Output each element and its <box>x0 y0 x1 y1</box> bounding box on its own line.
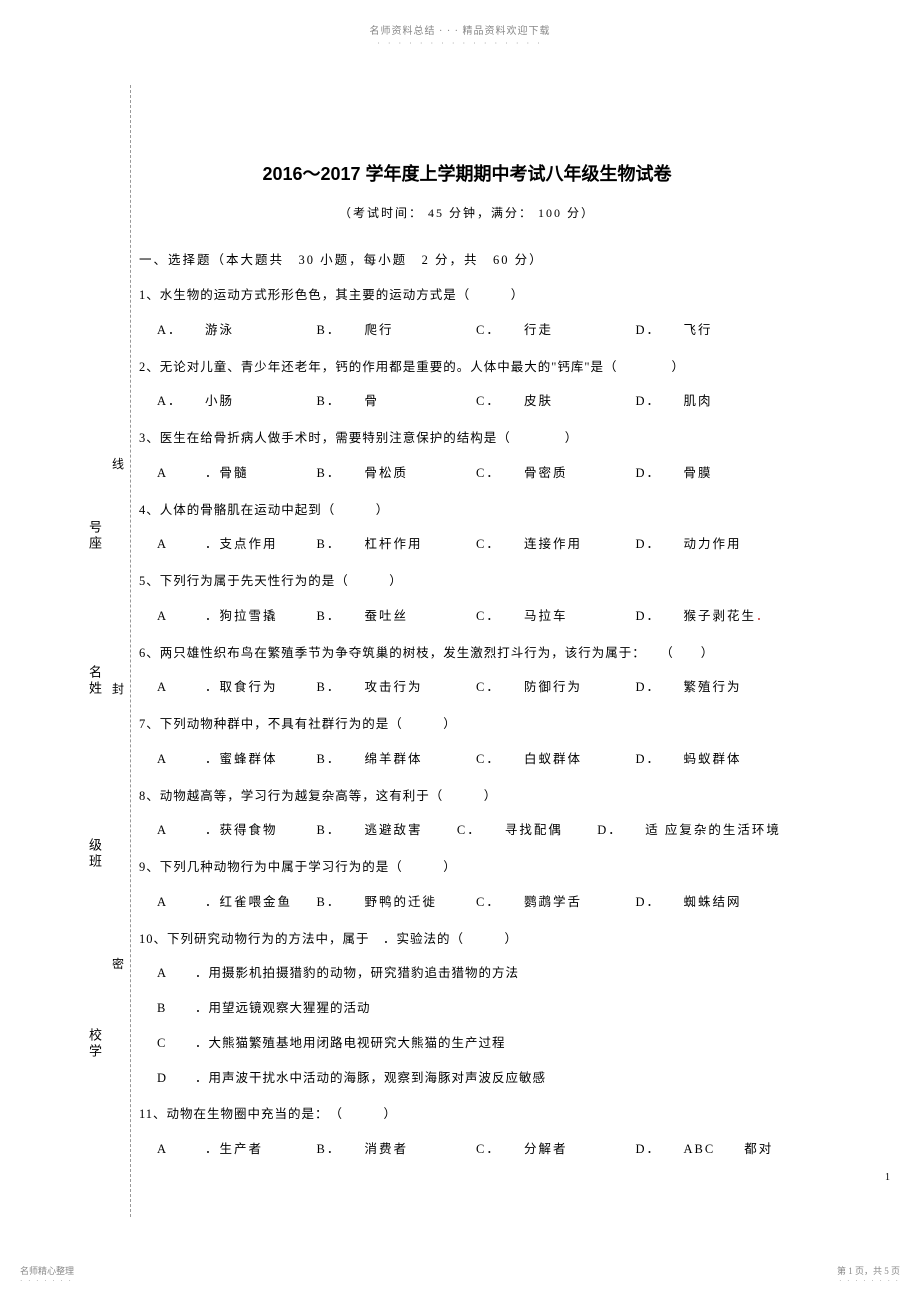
question-9: 9、下列几种动物行为中属于学习行为的是（ ） A ．红雀喂金鱼 B．野鸭的迁徙 … <box>139 858 795 912</box>
side-marker-line: 线 <box>112 455 124 472</box>
opt-a: ．支点作用 <box>205 537 278 551</box>
question-6: 6、两只雄性织布鸟在繁殖季节为争夺筑巢的树枝，发生激烈打斗行为，该行为属于： （… <box>139 644 795 698</box>
opt-a: ．狗拉雪撬 <box>205 609 278 623</box>
q-text: 、下列几种动物行为中属于学习行为的是（ ） <box>146 860 457 874</box>
opt-c: 鹦鹉学舌 <box>524 895 582 909</box>
opt-d: 蜘蛛结网 <box>684 895 742 909</box>
opt-d: ．用声波干扰水中活动的海豚，观察到海豚对声波反应敏感 <box>195 1071 546 1085</box>
question-2: 2、无论对儿童、青少年还老年，钙的作用都是重要的。人体中最大的"钙库"是（ ） … <box>139 358 795 412</box>
question-1: 1、水生物的运动方式形形色色，其主要的运动方式是（ ） A．游泳 B．爬行 C．… <box>139 286 795 340</box>
q-text: 、水生物的运动方式形形色色，其主要的运动方式是（ ） <box>146 288 524 302</box>
opt-a: ．生产者 <box>205 1142 263 1156</box>
q-text: 、下列研究动物行为的方法中，属于 ．实验法的（ ） <box>154 932 519 946</box>
footer-left-text: 名师精心整理 <box>20 1264 74 1277</box>
exam-info: （考试时间： 45 分钟，满分： 100 分） <box>139 204 795 221</box>
opt-b: 攻击行为 <box>365 680 423 694</box>
side-label-name: 名姓 <box>85 665 104 697</box>
q-text: 、下列行为属于先天性行为的是（ ） <box>146 574 403 588</box>
opt-b: 逃避敌害 <box>365 823 423 837</box>
question-10: 10、下列研究动物行为的方法中，属于 ．实验法的（ ） A ．用摄影机拍摄猎豹的… <box>139 930 795 1088</box>
side-labels: 号座 名姓 级班 校学 <box>85 0 105 1303</box>
opt-d: ABC 都对 <box>684 1142 774 1156</box>
opt-d-label: D． <box>636 1140 674 1159</box>
opt-a: ．取食行为 <box>205 680 278 694</box>
footer-right: 第 1 页，共 5 页 · · · · · · · · <box>837 1264 900 1285</box>
page-number: 1 <box>885 1172 890 1183</box>
footer-left: 名师精心整理 · · · · · · · <box>20 1264 74 1285</box>
q-num: 11 <box>139 1107 153 1121</box>
side-label-seat: 号座 <box>85 520 104 552</box>
opt-d-dot: ． <box>756 609 771 623</box>
exam-title: 2016～2017 学年度上学期期中考试八年级生物试卷 <box>139 160 795 186</box>
opt-d: 猴子剥花生 <box>684 609 757 623</box>
opt-b: 绵羊群体 <box>365 752 423 766</box>
opt-a: ．用摄影机拍摄猎豹的动物，研究猎豹追击猎物的方法 <box>195 966 519 980</box>
opt-c: 寻找配偶 <box>505 823 563 837</box>
opt-a: ．骨髓 <box>205 466 249 480</box>
q-text: 、动物越高等，学习行为越复杂高等，这有利于（ ） <box>146 789 497 803</box>
opt-c: 行走 <box>524 323 553 337</box>
opt-d: 繁殖行为 <box>684 680 742 694</box>
opt-c: 分解者 <box>524 1142 568 1156</box>
opt-d: 适 应复杂的生活环境 <box>645 823 781 837</box>
question-11: 11、动物在生物圈中充当的是： （ ） A ．生产者 B．消费者 C．分解者 D… <box>139 1105 795 1159</box>
opt-b: ．用望远镜观察大猩猩的活动 <box>195 1001 371 1015</box>
opt-d: 骨膜 <box>684 466 713 480</box>
opt-c: 皮肤 <box>524 394 553 408</box>
opt-b: 野鸭的迁徙 <box>365 895 438 909</box>
side-label-school: 校学 <box>85 1028 104 1060</box>
opt-d: 肌肉 <box>684 394 713 408</box>
opt-b: 爬行 <box>365 323 394 337</box>
q-num: 10 <box>139 932 154 946</box>
page-border: 2016～2017 学年度上学期期中考试八年级生物试卷 （考试时间： 45 分钟… <box>130 85 810 1217</box>
question-8: 8、动物越高等，学习行为越复杂高等，这有利于（ ） A ．获得食物 B．逃避敌害… <box>139 787 795 841</box>
q-text: 、人体的骨骼肌在运动中起到（ ） <box>146 503 389 517</box>
question-5: 5、下列行为属于先天性行为的是（ ） A．狗拉雪撬 B．蚕吐丝 C．马拉车 D．… <box>139 572 795 626</box>
opt-a: ．红雀喂金鱼 <box>205 895 292 909</box>
opt-c: 马拉车 <box>524 609 568 623</box>
footer-right-dots: · · · · · · · · <box>837 1277 900 1285</box>
content-area: 2016～2017 学年度上学期期中考试八年级生物试卷 （考试时间： 45 分钟… <box>131 85 810 1217</box>
header-watermark: 名师资料总结 · · · 精品资料欢迎下载 <box>0 0 920 37</box>
opt-d: 飞行 <box>684 323 713 337</box>
question-4: 4、人体的骨骼肌在运动中起到（ ） A ．支点作用 B．杠杆作用 C．连接作用 … <box>139 501 795 555</box>
footer-right-text: 第 1 页，共 5 页 <box>837 1264 900 1277</box>
side-marker-seal: 封 <box>112 680 124 697</box>
opt-b: 杠杆作用 <box>365 537 423 551</box>
opt-b: 蚕吐丝 <box>365 609 409 623</box>
q-text: 、两只雄性织布鸟在繁殖季节为争夺筑巢的树枝，发生激烈打斗行为，该行为属于： （ … <box>146 646 714 660</box>
opt-a: ．获得食物 <box>205 823 278 837</box>
opt-c: 防御行为 <box>524 680 582 694</box>
opt-c: ．大熊猫繁殖基地用闭路电视研究大熊猫的生产过程 <box>195 1036 506 1050</box>
q-text: 、动物在生物圈中充当的是： （ ） <box>153 1107 397 1121</box>
header-watermark-dots: · · · · · · · · · · · · · · · · <box>0 39 920 48</box>
opt-a: ．蜜蜂群体 <box>205 752 278 766</box>
q-text: 、无论对儿童、青少年还老年，钙的作用都是重要的。人体中最大的"钙库"是（ ） <box>146 360 685 374</box>
opt-b: 骨松质 <box>365 466 409 480</box>
footer-left-dots: · · · · · · · <box>20 1277 74 1285</box>
opt-c: 连接作用 <box>524 537 582 551</box>
question-3: 3、医生在给骨折病人做手术时，需要特别注意保护的结构是（ ） A ．骨髓 B．骨… <box>139 429 795 483</box>
opt-d: 蚂蚁群体 <box>684 752 742 766</box>
q-text: 、下列动物种群中，不具有社群行为的是（ ） <box>146 717 457 731</box>
q-text: 、医生在给骨折病人做手术时，需要特别注意保护的结构是（ ） <box>146 431 578 445</box>
opt-b: 骨 <box>365 394 380 408</box>
section-header: 一、选择题（本大题共 30 小题，每小题 2 分，共 60 分） <box>139 249 795 268</box>
opt-a: 游泳 <box>205 323 234 337</box>
question-7: 7、下列动物种群中，不具有社群行为的是（ ） A ．蜜蜂群体 B．绵羊群体 C．… <box>139 715 795 769</box>
opt-c: 白蚁群体 <box>524 752 582 766</box>
opt-d: 动力作用 <box>684 537 742 551</box>
opt-c: 骨密质 <box>524 466 568 480</box>
opt-a: 小肠 <box>205 394 234 408</box>
side-label-class: 级班 <box>85 838 104 870</box>
side-marker-secret: 密 <box>112 955 124 972</box>
opt-b: 消费者 <box>365 1142 409 1156</box>
